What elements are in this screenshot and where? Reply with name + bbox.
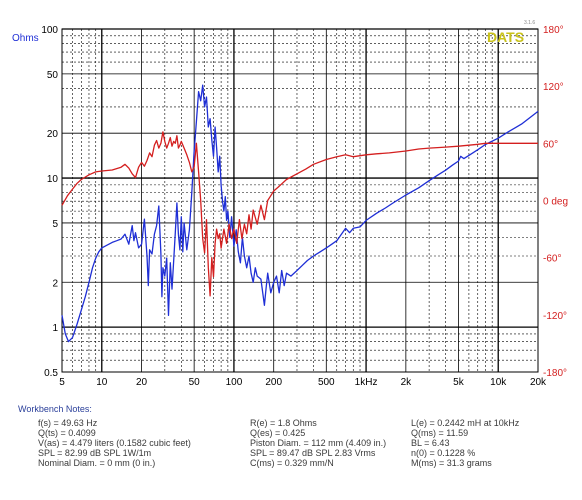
notes-nominal-diam: Nominal Diam. = 0 mm (0 in.) <box>38 458 156 468</box>
notes-column-1: f(s) = 49.63 Hz Q(ts) = 0.4099 V(as) = 4… <box>38 418 191 468</box>
notes-re: R(e) = 1.8 Ohms <box>250 418 317 428</box>
notes-vas: V(as) = 4.479 liters (0.1582 cubic feet) <box>38 438 191 448</box>
notes-title: Workbench Notes: <box>18 404 92 414</box>
y-tick-label-left: 10 <box>47 174 59 185</box>
x-tick-label: 20 <box>136 377 148 388</box>
impedance-phase-chart: 5 10 20 50 100 200 500 1kHz 2k 5k 10k 20k 100 50 20 10 5… <box>12 20 568 388</box>
impedance-curve <box>61 84 539 343</box>
y-tick-label-right: 120° <box>543 82 564 93</box>
notes-column-3: L(e) = 0.2442 mH at 10kHz Q(ms) = 11.59 … <box>411 418 519 468</box>
x-tick-label: 20k <box>530 377 547 388</box>
notes-spl-1w: SPL = 82.99 dB SPL 1W/1m <box>38 448 152 458</box>
y-tick-label-left: 0.5 <box>44 368 58 379</box>
y-tick-label-left: 20 <box>47 129 59 140</box>
y-tick-label-left: 100 <box>41 25 58 36</box>
notes-mms: M(ms) = 31.3 grams <box>411 458 492 468</box>
phase-curve <box>61 131 538 297</box>
y-tick-label-right: -60° <box>543 254 561 265</box>
notes-qms: Q(ms) = 11.59 <box>411 428 469 438</box>
y-tick-label-right: 60° <box>543 139 558 150</box>
x-tick-label: 200 <box>265 377 282 388</box>
y-tick-label-left: 50 <box>47 70 59 81</box>
notes-piston-diam: Piston Diam. = 112 mm (4.409 in.) <box>250 438 387 448</box>
y-tick-label-right: -120° <box>543 311 567 322</box>
notes-fs: f(s) = 49.63 Hz <box>38 418 98 428</box>
plot-frame <box>61 28 539 373</box>
y-tick-label-left: 5 <box>52 219 58 230</box>
x-tick-label: 10k <box>490 377 507 388</box>
x-tick-label: 5k <box>453 377 465 388</box>
y-tick-label-right: 0 deg <box>543 197 568 208</box>
x-tick-label: 2k <box>401 377 413 388</box>
notes-le: L(e) = 0.2442 mH at 10kHz <box>411 418 520 428</box>
brand-version: 3.1.6 <box>524 20 535 26</box>
x-tick-label: 100 <box>226 377 243 388</box>
y-tick-label-left: 1 <box>52 323 58 334</box>
left-axis-label: Ohms <box>12 33 39 44</box>
x-tick-label: 10 <box>96 377 108 388</box>
y-tick-label-right: 180° <box>543 25 564 36</box>
x-tick-label: 1kHz <box>355 377 378 388</box>
notes-qes: Q(es) = 0.425 <box>250 428 306 438</box>
x-tick-label: 5 <box>59 377 65 388</box>
y-tick-label-right: -180° <box>543 368 567 379</box>
notes-spl-2v83: SPL = 89.47 dB SPL 2.83 Vrms <box>250 448 376 458</box>
x-tick-label: 50 <box>189 377 201 388</box>
notes-cms: C(ms) = 0.329 mm/N <box>250 458 334 468</box>
x-tick-label: 500 <box>318 377 335 388</box>
notes-column-2: R(e) = 1.8 Ohms Q(es) = 0.425 Piston Dia… <box>250 418 386 468</box>
brand-logo: DATS <box>487 29 524 45</box>
notes-qts: Q(ts) = 0.4099 <box>38 428 96 438</box>
notes-bl: BL = 6.43 <box>411 438 450 448</box>
y-tick-label-left: 2 <box>52 278 58 289</box>
notes-n0: n(0) = 0.1228 % <box>411 448 476 458</box>
